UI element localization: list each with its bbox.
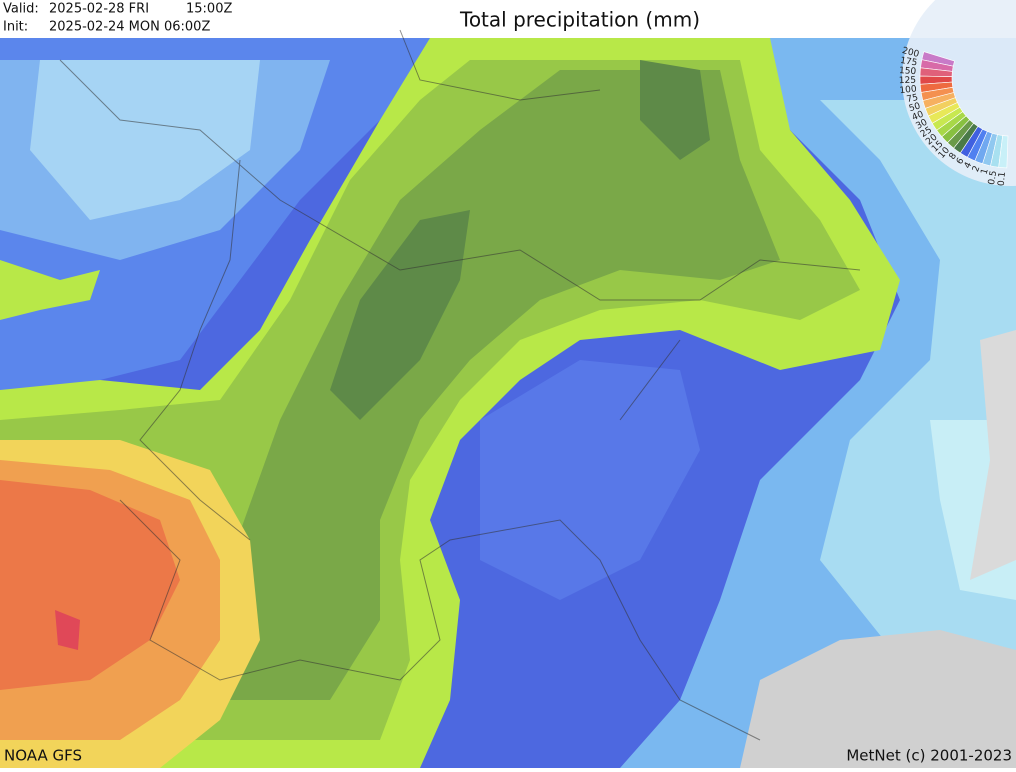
legend-label: 6 bbox=[955, 156, 967, 166]
legend-label: 100 bbox=[899, 84, 917, 96]
legend-swatch bbox=[998, 135, 1009, 169]
legend-label: 0.5 bbox=[987, 170, 999, 186]
init-label: Init: bbox=[3, 20, 28, 35]
legend-label: 175 bbox=[899, 56, 918, 69]
valid-date: 2025-02-28 FRI bbox=[49, 2, 149, 17]
copyright: MetNet (c) 2001-2023 bbox=[846, 747, 1012, 765]
legend-label: 2 bbox=[971, 165, 982, 174]
header: Valid: 2025-02-28 FRI 15:00Z Init: 2025-… bbox=[3, 2, 700, 35]
header-bar bbox=[0, 0, 1016, 38]
valid-label: Valid: bbox=[3, 2, 39, 17]
legend-label: 200 bbox=[901, 46, 920, 60]
legend-label: 40 bbox=[911, 110, 926, 124]
legend-label: 8 bbox=[948, 151, 960, 162]
map bbox=[0, 29, 1016, 768]
source-label: NOAA GFS bbox=[4, 747, 82, 765]
valid-time: 15:00Z bbox=[186, 2, 232, 17]
legend-label: 150 bbox=[899, 66, 917, 77]
legend-label: 0.1 bbox=[997, 171, 1008, 186]
legend: 2001751501251007550403025201510864210.50… bbox=[899, 0, 1016, 186]
legend-label: 1 bbox=[980, 168, 991, 176]
legend-label: 75 bbox=[906, 93, 919, 105]
legend-label: 30 bbox=[914, 117, 929, 131]
legend-label: 125 bbox=[899, 76, 916, 86]
map-title: Total precipitation (mm) bbox=[459, 8, 700, 32]
legend-label: 4 bbox=[963, 161, 975, 171]
init-date: 2025-02-24 MON 06:00Z bbox=[49, 20, 210, 35]
legend-label: 50 bbox=[908, 101, 922, 114]
